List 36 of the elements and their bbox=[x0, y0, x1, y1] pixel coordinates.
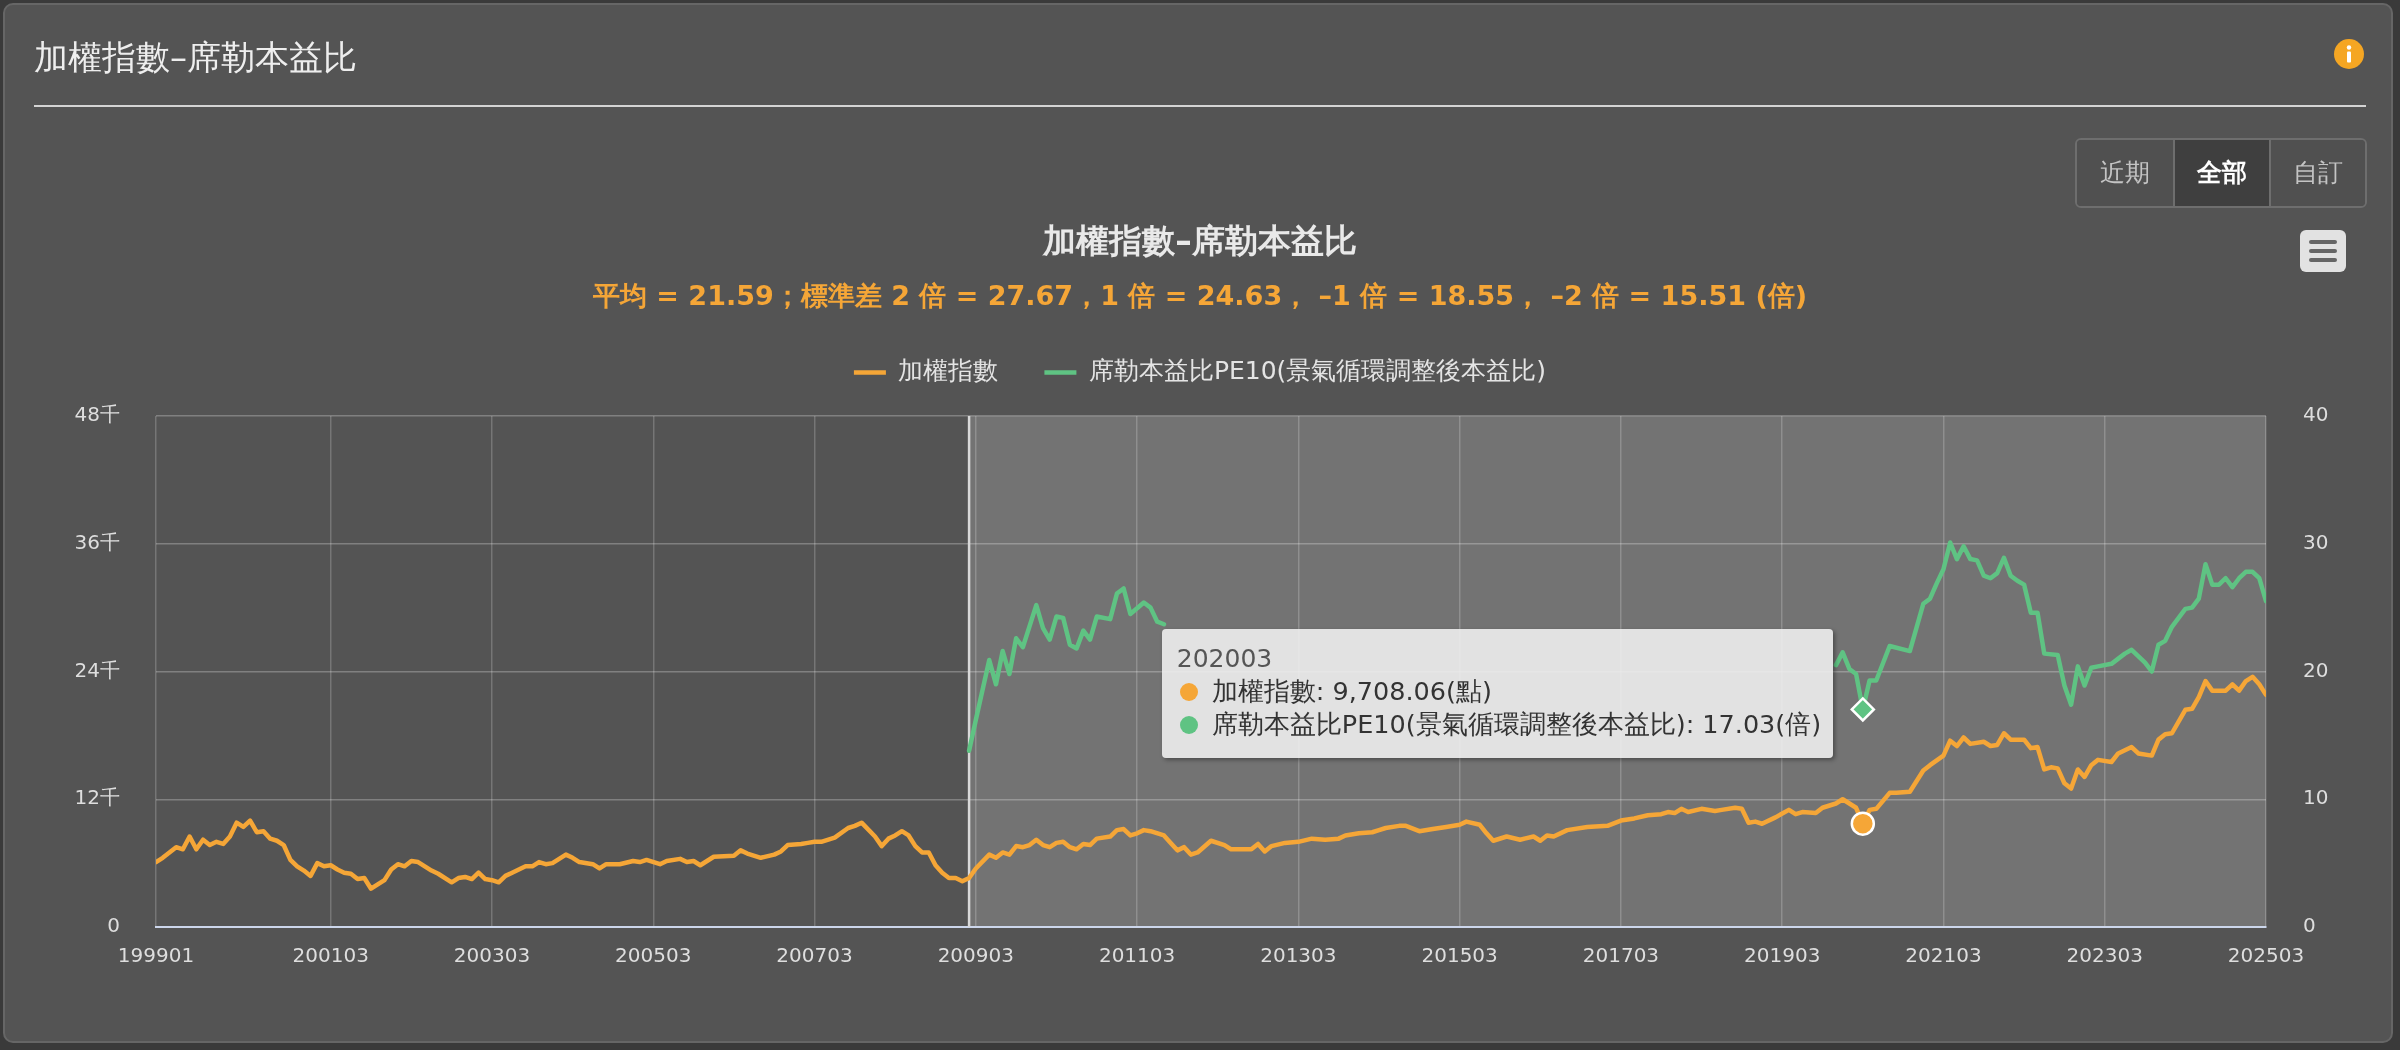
y2-tick-label: 10 bbox=[2303, 785, 2329, 810]
tooltip-box: 202003 加權指數: 9,708.06(點) 席勒本益比PE10(景氣循環調整後本益比): 17.03(倍) bbox=[1161, 629, 1834, 758]
x-tick-label: 200903 bbox=[937, 943, 1014, 968]
annotation: 加權指數: 9,708.06(點) bbox=[1211, 675, 1492, 708]
y2-tick-label: 40 bbox=[2303, 402, 2329, 427]
x-tick-label: 200503 bbox=[615, 943, 692, 968]
y2-tick-label: 30 bbox=[2303, 529, 2329, 554]
y-tick-label: 36千 bbox=[74, 529, 120, 554]
y-tick-label: 48千 bbox=[74, 402, 120, 427]
annotation: 席勒本益比PE10(景氣循環調整後本益比): 17.03(倍) bbox=[1211, 708, 1822, 741]
x-tick-label: 201703 bbox=[1582, 943, 1660, 968]
chart-title: 加權指數–席勒本益比 bbox=[1042, 221, 1357, 261]
x-tick-label: 200103 bbox=[292, 943, 369, 968]
annotation: 202003 bbox=[1176, 643, 1274, 675]
x-tick-label: 202503 bbox=[2227, 943, 2305, 968]
x-tick-label: 201903 bbox=[1744, 943, 1821, 968]
x-tick-label: 202103 bbox=[1905, 943, 1982, 968]
x-tick-label: 201503 bbox=[1421, 943, 1498, 968]
y-tick-label: 12千 bbox=[74, 785, 120, 810]
x-tick-label: 200703 bbox=[776, 943, 853, 968]
text: 加權指數–席勒本益比 bbox=[34, 36, 357, 78]
button: 全部 bbox=[2173, 140, 2269, 206]
x-tick-label: 199901 bbox=[117, 943, 195, 968]
legend-label: 加權指數 bbox=[898, 356, 999, 385]
button: 自訂 bbox=[2269, 140, 2365, 206]
y-tick-label: 24千 bbox=[74, 657, 120, 682]
chart-subtitle: 平均 = 21.59；標準差 2 倍 = 27.67，1 倍 = 24.63， –1 倍 = 18.55， –2 倍 = 15.51 (倍) bbox=[591, 279, 1808, 311]
y-tick-label: 0 bbox=[107, 913, 120, 938]
button: 近期 bbox=[2077, 140, 2173, 206]
x-tick-label: 201303 bbox=[1260, 943, 1337, 968]
x-tick-label: 200303 bbox=[453, 943, 531, 968]
x-tick-label: 202303 bbox=[2066, 943, 2143, 968]
y2-tick-label: 0 bbox=[2303, 913, 2316, 938]
x-tick-label: 201103 bbox=[1098, 943, 1176, 968]
y2-tick-label: 20 bbox=[2303, 657, 2329, 682]
legend-label: 席勒本益比PE10(景氣循環調整後本益比) bbox=[1088, 356, 1547, 385]
